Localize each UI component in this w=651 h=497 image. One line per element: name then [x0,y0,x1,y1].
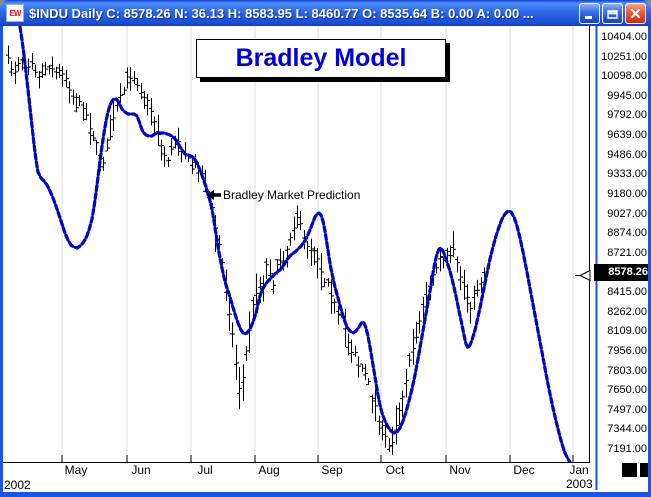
x-axis-label-sep: Sep [321,463,343,477]
y-axis-label: 7650.00 [607,384,647,397]
prediction-annotation: Bradley Market Prediction [206,188,360,202]
restore-icon [607,9,618,19]
x-axis-label-dec: Dec [513,463,535,477]
y-axis-label: 9486.00 [607,148,647,161]
price-bars [6,45,487,455]
x-axis-label-aug: Aug [258,463,280,477]
window-controls [579,2,646,24]
y-axis-label: 8262.00 [607,305,647,318]
x-axis-label-nov: Nov [449,463,471,477]
window-border-left [0,26,3,497]
month-gridlines [61,26,574,462]
arrow-left-icon [206,190,221,200]
x-axis-label-oct: Oct [385,463,405,477]
x-axis-label-jan: Jan [569,463,589,477]
chart-title: Bradley Model [235,44,407,72]
y-axis-label: 7191.00 [607,443,647,456]
x-axis-label-may: May [64,463,88,477]
window-title: $INDU Daily C: 8578.26 N: 36.13 H: 8583.… [29,5,534,21]
bradley-line-underlay [18,26,572,462]
y-axis-label: 9027.00 [607,207,647,220]
minimize-icon [585,15,592,19]
y-axis-label: 8109.00 [607,325,647,338]
y-axis-label: 7956.00 [607,344,647,357]
y-axis-label: 9792.00 [607,109,647,122]
x-axis-label-jun: Jun [131,463,151,477]
y-axis-label: 10404.00 [601,31,647,43]
y-axis-label: 9639.00 [607,129,647,142]
axes [3,26,590,463]
chart-title-box: Bradley Model [196,39,446,78]
price-arrow-icon [575,269,591,282]
restore-button[interactable] [602,2,623,24]
y-axis-label: 9333.00 [607,168,647,181]
current-price-label: 8578.26 [594,264,650,281]
app-icon: EW [6,4,24,22]
y-axis-label: 8874.00 [607,227,647,240]
y-axis-label: 7497.00 [607,403,647,416]
bradley-line [18,26,572,462]
y-axis-label: 8415.00 [607,286,647,299]
titlebar[interactable]: EW $INDU Daily C: 8578.26 N: 36.13 H: 85… [0,0,651,26]
y-axis-label: 10098.00 [601,70,647,83]
y-axis-label: 7803.00 [607,364,647,377]
minimize-button[interactable] [579,2,600,24]
black-square-indicator[interactable] [622,463,637,477]
close-icon [630,8,641,18]
y-axis-label: 7344.00 [607,423,647,436]
black-square-indicator[interactable] [640,463,651,477]
year-label-right: 2003 [566,477,593,491]
window-border-bottom [0,492,651,497]
y-axis-label: 9180.00 [607,187,647,200]
y-axis-label: 8721.00 [607,246,647,259]
window-border-right [648,26,651,497]
y-axis-label: 10251.00 [601,50,647,63]
x-axis-label-jul: Jul [197,463,213,477]
y-axis-label: 9945.00 [607,89,647,102]
year-label-left: 2002 [4,478,31,492]
app-icon-letters: EW [9,8,22,18]
close-button[interactable] [625,2,646,24]
prediction-annotation-text: Bradley Market Prediction [223,188,361,202]
